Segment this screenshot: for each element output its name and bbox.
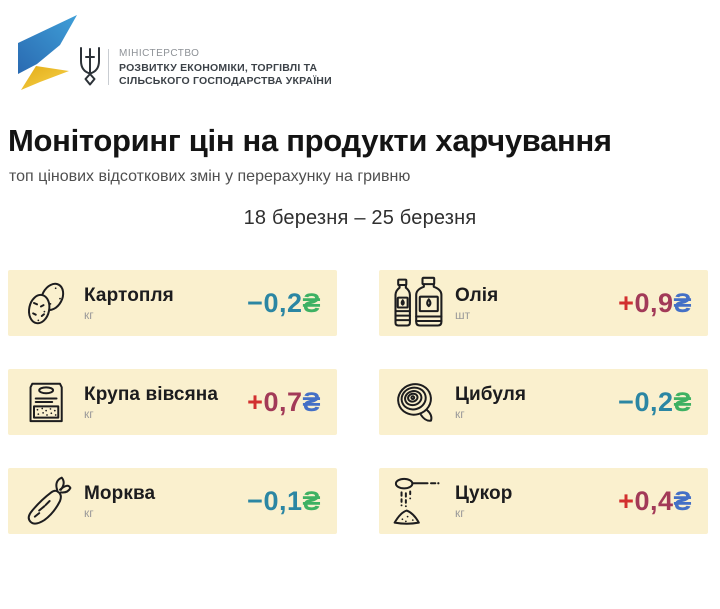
- logo-divider: [108, 49, 109, 85]
- product-name: Олія: [455, 284, 499, 306]
- currency-symbol: ₴: [302, 485, 321, 516]
- oil-bottles-icon: [391, 274, 445, 332]
- product-name: Картопля: [84, 284, 174, 306]
- price-sign: −: [247, 287, 264, 318]
- currency-symbol: ₴: [302, 386, 321, 417]
- product-unit: кг: [455, 406, 465, 421]
- price-change: −0,2₴: [247, 288, 321, 319]
- product-card: Цибуля кг −0,2₴: [379, 369, 708, 435]
- price-value: 0,7: [263, 386, 303, 417]
- price-value: 0,9: [634, 287, 674, 318]
- price-sign: −: [247, 485, 264, 516]
- period-label: 18 березня – 25 березня: [243, 207, 477, 229]
- product-card: Олія шт +0,9₴: [379, 270, 708, 336]
- product-name: Крупа вівсяна: [84, 383, 219, 405]
- ministry-line1: МІНІСТЕРСТВО: [119, 48, 200, 59]
- product-unit: шт: [455, 307, 471, 322]
- currency-symbol: ₴: [673, 386, 692, 417]
- product-info: Морква кг: [84, 483, 155, 520]
- product-unit: кг: [455, 505, 465, 520]
- price-change: +0,9₴: [618, 288, 692, 319]
- price-sign: +: [618, 287, 635, 318]
- price-value: 0,1: [263, 485, 303, 516]
- onion-icon: [391, 373, 445, 431]
- carrot-icon: [20, 472, 74, 530]
- currency-symbol: ₴: [673, 287, 692, 318]
- product-card: Картопля кг −0,2₴: [8, 270, 337, 336]
- product-name: Цукор: [455, 482, 513, 504]
- price-value: 0,2: [263, 287, 303, 318]
- ministry-name: МІНІСТЕРСТВО РОЗВИТКУ ЕКОНОМІКИ, ТОРГІВЛ…: [119, 48, 332, 87]
- product-info: Картопля кг: [84, 285, 174, 322]
- product-info: Крупа вівсяна кг: [84, 384, 218, 421]
- price-change: −0,2₴: [618, 387, 692, 418]
- ministry-logo-flag-icon: [18, 15, 77, 90]
- product-info: Цукор кг: [455, 483, 512, 520]
- ministry-line2: РОЗВИТКУ ЕКОНОМІКИ, ТОРГІВЛІ ТА: [119, 62, 318, 74]
- price-value: 0,4: [634, 485, 674, 516]
- currency-symbol: ₴: [673, 485, 692, 516]
- price-sign: +: [247, 386, 264, 417]
- product-unit: кг: [84, 505, 94, 520]
- price-value: 0,2: [634, 386, 674, 417]
- page-subtitle: топ цінових відсоткових змін у перерахун…: [9, 168, 411, 185]
- sugar-icon: [391, 472, 445, 530]
- trident-icon: [80, 47, 100, 86]
- ministry-line3: СІЛЬСЬКОГО ГОСПОДАРСТВА УКРАЇНИ: [119, 74, 332, 87]
- oat-bag-icon: [20, 373, 74, 431]
- potato-icon: [20, 274, 74, 332]
- currency-symbol: ₴: [302, 287, 321, 318]
- product-unit: кг: [84, 406, 94, 421]
- product-unit: кг: [84, 307, 94, 322]
- price-change: −0,1₴: [247, 486, 321, 517]
- price-change: +0,4₴: [618, 486, 692, 517]
- page-title: Моніторинг цін на продукти харчування: [8, 123, 612, 158]
- product-name: Морква: [84, 482, 156, 504]
- product-card: Цукор кг +0,4₴: [379, 468, 708, 534]
- price-sign: +: [618, 485, 635, 516]
- price-change: +0,7₴: [247, 387, 321, 418]
- product-info: Олія шт: [455, 285, 498, 322]
- product-card: Морква кг −0,1₴: [8, 468, 337, 534]
- product-name: Цибуля: [455, 383, 527, 405]
- cards-grid: Картопля кг −0,2₴ Олія шт +0,9₴: [8, 270, 708, 534]
- product-card: Крупа вівсяна кг +0,7₴: [8, 369, 337, 435]
- product-info: Цибуля кг: [455, 384, 526, 421]
- price-sign: −: [618, 386, 635, 417]
